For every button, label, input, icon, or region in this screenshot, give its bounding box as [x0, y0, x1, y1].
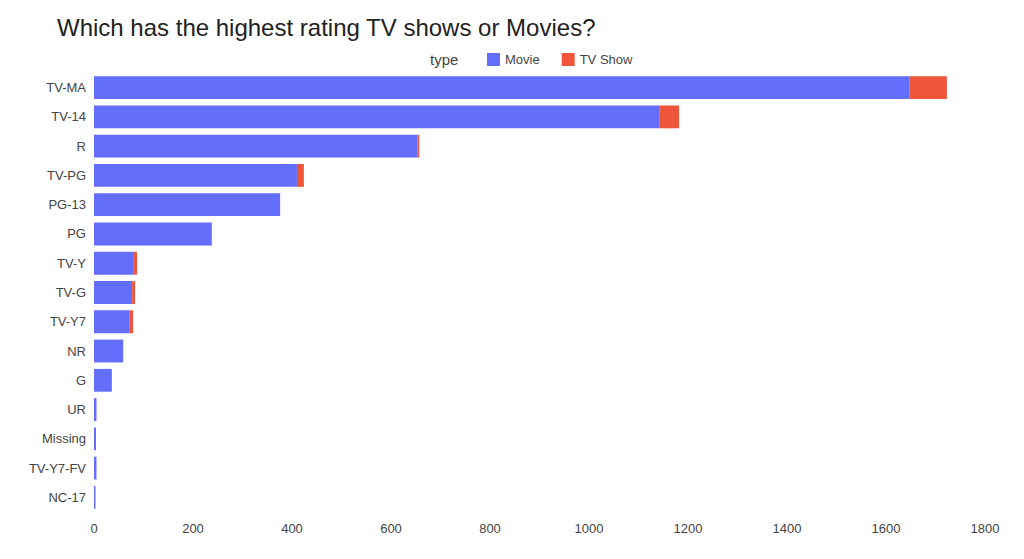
svg-text:NC-17: NC-17	[48, 490, 86, 505]
svg-text:1800: 1800	[971, 521, 1000, 536]
svg-text:800: 800	[479, 521, 501, 536]
svg-text:400: 400	[281, 521, 303, 536]
svg-text:1400: 1400	[773, 521, 802, 536]
svg-text:Movie: Movie	[505, 52, 540, 67]
svg-text:TV-MA: TV-MA	[46, 80, 86, 95]
svg-text:UR: UR	[67, 402, 86, 417]
svg-text:TV-14: TV-14	[51, 109, 86, 124]
svg-text:Missing: Missing	[42, 431, 86, 446]
svg-text:1200: 1200	[674, 521, 703, 536]
svg-text:type: type	[430, 51, 458, 68]
svg-text:NR: NR	[67, 344, 86, 359]
svg-text:R: R	[77, 139, 86, 154]
svg-text:TV-Y7: TV-Y7	[50, 314, 86, 329]
svg-text:TV-Y7-FV: TV-Y7-FV	[29, 461, 86, 476]
svg-text:TV-Y: TV-Y	[57, 256, 86, 271]
svg-text:0: 0	[90, 521, 97, 536]
svg-text:PG-13: PG-13	[48, 197, 86, 212]
svg-text:G: G	[76, 373, 86, 388]
svg-text:600: 600	[380, 521, 402, 536]
svg-text:TV-PG: TV-PG	[47, 168, 86, 183]
svg-text:200: 200	[182, 521, 204, 536]
svg-text:PG: PG	[67, 226, 86, 241]
svg-text:Which has the highest rating T: Which has the highest rating TV shows or…	[57, 14, 595, 41]
svg-text:TV-G: TV-G	[56, 285, 86, 300]
svg-text:1600: 1600	[872, 521, 901, 536]
svg-text:TV Show: TV Show	[580, 52, 633, 67]
svg-text:1000: 1000	[575, 521, 604, 536]
